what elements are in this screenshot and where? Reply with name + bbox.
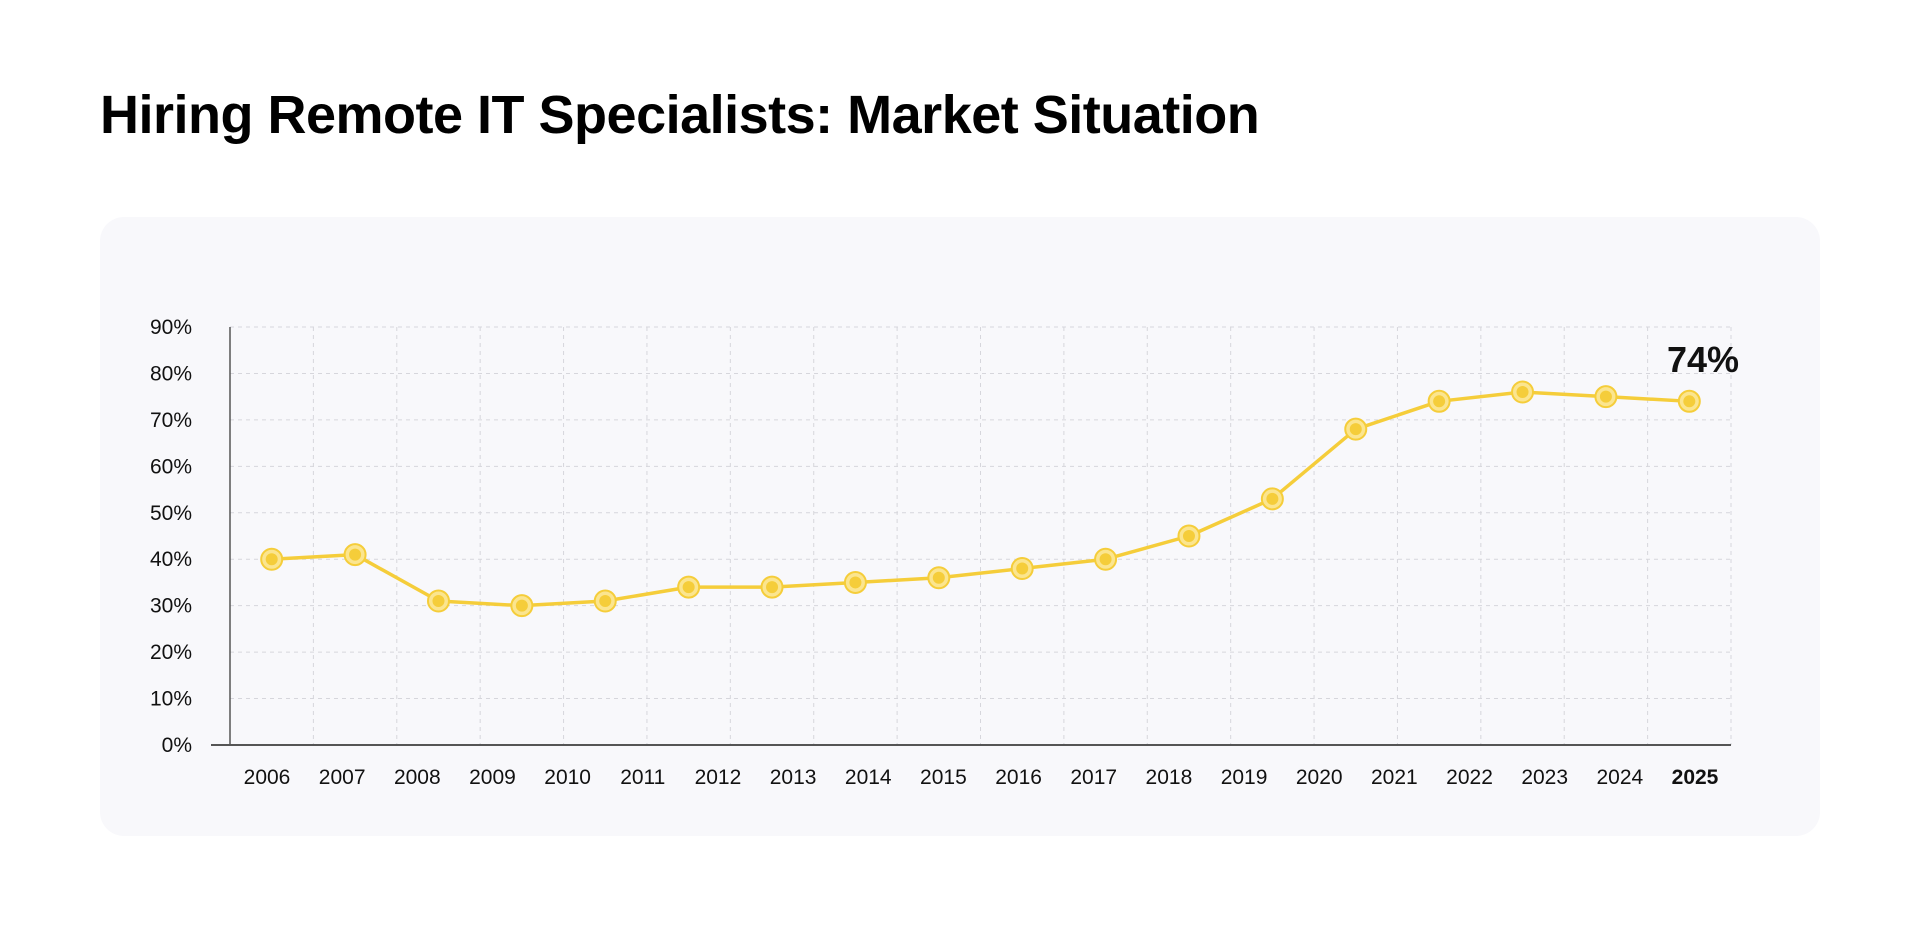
annotation-label: 74%: [1667, 339, 1739, 380]
x-tick-label: 2012: [695, 766, 742, 789]
data-point-dot: [766, 581, 779, 594]
y-tick-label: 70%: [150, 409, 192, 432]
data-point-dot: [349, 548, 362, 561]
data-point-dot: [1016, 562, 1029, 575]
data-point-dot: [849, 576, 862, 589]
x-tick-label: 2024: [1596, 766, 1643, 789]
data-point-dot: [1099, 553, 1112, 566]
data-point-dot: [1683, 395, 1696, 408]
y-tick-label: 40%: [150, 548, 192, 571]
page-title: Hiring Remote IT Specialists: Market Sit…: [100, 85, 1260, 145]
x-tick-label: 2015: [920, 766, 967, 789]
x-tick-label: 2017: [1070, 766, 1117, 789]
x-tick-label: 2009: [469, 766, 516, 789]
data-point-dot: [1599, 390, 1612, 403]
x-tick-label: 2020: [1296, 766, 1343, 789]
x-tick-label: 2010: [544, 766, 591, 789]
data-point-dot: [932, 571, 945, 584]
x-tick-label: 2006: [244, 766, 291, 789]
data-point-dot: [1182, 530, 1195, 542]
x-tick-label: 2016: [995, 766, 1042, 789]
x-tick-label: 2013: [770, 766, 817, 789]
y-tick-label: 90%: [150, 316, 192, 339]
data-point-dot: [1266, 492, 1279, 505]
y-tick-label: 30%: [150, 595, 192, 618]
data-point-dot: [1516, 386, 1529, 399]
x-tick-label: 2014: [845, 766, 892, 789]
data-point-dot: [432, 595, 445, 608]
x-tick-label: 2022: [1446, 766, 1493, 789]
data-point-dot: [1349, 423, 1362, 436]
data-point-dot: [515, 599, 528, 612]
data-point-dot: [682, 581, 695, 594]
x-tick-label: 2007: [319, 766, 366, 789]
x-tick-label: 2025: [1672, 766, 1719, 789]
series-line: [271, 390, 1690, 608]
y-tick-label: 80%: [150, 362, 192, 385]
x-tick-label: 2021: [1371, 766, 1418, 789]
x-tick-label: 2011: [620, 766, 665, 789]
chart-panel: [100, 217, 1820, 836]
y-tick-label: 60%: [150, 455, 192, 478]
y-tick-label: 20%: [150, 641, 192, 664]
data-point-dot: [599, 595, 612, 608]
y-tick-label: 10%: [150, 688, 192, 711]
x-tick-label: 2008: [394, 766, 441, 789]
x-tick-label: 2023: [1521, 766, 1568, 789]
x-tick-label: 2019: [1221, 766, 1268, 789]
y-tick-label: 50%: [150, 502, 192, 525]
x-tick-label: 2018: [1146, 766, 1193, 789]
data-point-dot: [265, 553, 278, 566]
y-tick-label: 0%: [162, 734, 192, 757]
data-point-dot: [1433, 395, 1446, 408]
